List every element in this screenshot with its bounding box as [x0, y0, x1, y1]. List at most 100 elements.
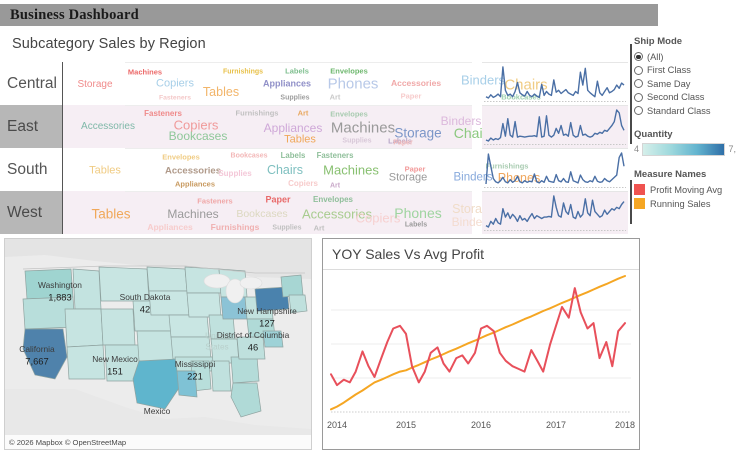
wordcloud-word[interactable]: Storage [388, 171, 428, 184]
dashboard-title-bar: Business Dashboard [0, 4, 658, 26]
radio-icon[interactable] [634, 79, 643, 89]
wordcloud-word[interactable]: Phones [394, 205, 442, 221]
wordcloud-word[interactable]: Storage [394, 125, 442, 141]
wordcloud-word[interactable]: Tables [202, 84, 240, 99]
wordcloud-word[interactable]: Tables [91, 206, 131, 222]
wordcloud-word[interactable]: Furnishings [235, 108, 279, 118]
measure-name-item[interactable]: Running Sales [634, 197, 736, 211]
radio-icon[interactable] [634, 106, 643, 116]
wordcloud-word[interactable]: Storage [77, 79, 113, 90]
wordcloud-word[interactable]: Envelopes [162, 152, 200, 162]
wordcloud-word[interactable]: Appliances [147, 221, 193, 232]
wordcloud-word[interactable]: Paper [265, 194, 291, 205]
measure-name-label: Running Sales [650, 198, 711, 209]
ship-mode-option-first-class[interactable]: First Class [634, 64, 736, 78]
ship-mode-option-all[interactable]: (All) [634, 50, 736, 64]
radio-icon[interactable] [634, 92, 643, 102]
state-sales-map[interactable]: United States Washington 1,883 South Dakota 4… [4, 238, 312, 450]
wordcloud-word[interactable]: Supplies [342, 137, 372, 145]
ship-mode-option-standard-class[interactable]: Standard Class [634, 104, 736, 118]
wordcloud-word[interactable]: Paper [404, 164, 426, 174]
wordcloud-word[interactable]: Machines [167, 207, 219, 221]
wordcloud-word[interactable]: Art [329, 92, 341, 102]
wordcloud-word[interactable]: Copiers [173, 117, 219, 133]
wordcloud-word[interactable]: Bookcases [236, 207, 288, 220]
yoy-chart-plot[interactable] [323, 270, 639, 418]
wordcloud-word[interactable]: Art [313, 223, 325, 233]
wordcloud-word[interactable]: Envelopes [330, 109, 368, 119]
wordcloud-word[interactable]: Appliances [263, 121, 323, 135]
wordcloud-word[interactable]: Binders [453, 171, 493, 184]
wordcloud-word[interactable]: Fasteners [144, 109, 182, 118]
wordcloud-word[interactable]: Envelopes [312, 195, 354, 204]
region-label-west[interactable]: West [0, 191, 62, 234]
wordcloud-word[interactable]: Furnishings [485, 161, 529, 171]
wordcloud-row[interactable]: South Envelopes Bookcases Labels Fasteners Ta… [0, 148, 540, 191]
wordcloud-word[interactable]: Paper [393, 139, 413, 147]
wordcloud-word[interactable]: Bookcases [230, 152, 268, 160]
wordcloud-row[interactable]: West Fasteners Paper Envelopes Tables Machine… [0, 191, 541, 234]
wordcloud-row[interactable]: East Fasteners Furnishings Art Envelopes Acce… [0, 105, 544, 148]
wordcloud-word[interactable]: Art [297, 108, 309, 118]
wordcloud-word[interactable]: Labels [388, 136, 412, 146]
wordcloud-word[interactable]: Chairs [266, 162, 304, 177]
wordcloud-word[interactable]: Accessories [301, 206, 373, 222]
legend-divider-bottom [630, 180, 632, 224]
region-label-south[interactable]: South [7, 160, 48, 178]
wordcloud-word[interactable]: Envelopes [330, 66, 368, 76]
wordcloud-word[interactable]: Furnishings [210, 221, 260, 232]
wordcloud-word[interactable]: Machines [323, 162, 379, 178]
wordcloud-word[interactable]: Tables [89, 164, 121, 177]
measure-names-list[interactable]: Profit Moving Avg Running Sales [634, 183, 736, 211]
wordcloud-word[interactable]: Accessories [165, 165, 221, 177]
wordcloud-word[interactable]: Labels [280, 151, 306, 161]
wordcloud-word[interactable]: Paper [400, 91, 422, 101]
wordcloud-word[interactable]: Supplies [272, 224, 302, 232]
wordcloud-word[interactable]: Labels [404, 221, 428, 229]
color-swatch [634, 184, 645, 195]
wordcloud-cell[interactable]: Machines Furnishings Labels Envelopes Storag… [62, 62, 548, 105]
wordcloud-word[interactable]: Appliances [174, 179, 216, 189]
subcategory-sales-wordcloud[interactable]: Central Machines Furnishings Labels Envelope… [0, 62, 548, 234]
wordcloud-word[interactable]: Fasteners [158, 94, 192, 102]
wordcloud-cell[interactable]: Fasteners Paper Envelopes Tables Machines Boo… [62, 191, 541, 234]
wordcloud-word[interactable]: Supplies [280, 94, 310, 102]
sparkline-west[interactable] [482, 191, 628, 234]
wordcloud-word[interactable]: Supplies [218, 169, 252, 178]
sparkline-central[interactable] [482, 62, 628, 105]
wordcloud-word[interactable]: Bookcases [501, 92, 541, 102]
sparkline-panel[interactable] [482, 62, 628, 234]
wordcloud-word[interactable]: Fasteners [316, 151, 354, 161]
wordcloud-word[interactable]: Phones [327, 75, 379, 93]
sparkline-south[interactable] [482, 148, 628, 191]
wordcloud-row[interactable]: Central Machines Furnishings Labels Envelope… [0, 62, 548, 105]
ship-mode-radio-group[interactable]: (All) First Class Same Day Second Class Stan… [634, 50, 736, 118]
wordcloud-word[interactable]: Tables [284, 133, 316, 146]
yoy-chart-x-axis: 2014 2015 2016 2017 2018 [323, 418, 639, 448]
ship-mode-option-second-class[interactable]: Second Class [634, 91, 736, 105]
region-label-east[interactable]: East [0, 105, 62, 148]
wordcloud-word[interactable]: Copiers [156, 77, 194, 90]
wordcloud-word[interactable]: Labels [285, 66, 309, 76]
wordcloud-word[interactable]: Accessories [390, 77, 442, 88]
wordcloud-word[interactable]: Art [329, 182, 341, 190]
radio-icon[interactable] [634, 52, 643, 62]
region-label-central[interactable]: Central [7, 74, 57, 92]
wordcloud-cell[interactable]: Fasteners Furnishings Art Envelopes Accessor… [62, 105, 544, 148]
wordcloud-word[interactable]: Furnishings [222, 68, 264, 76]
radio-icon[interactable] [634, 65, 643, 75]
wordcloud-word[interactable]: Machines [127, 67, 163, 77]
wordcloud-word[interactable]: Copiers [288, 179, 318, 188]
wordcloud-word[interactable]: Appliances [262, 78, 312, 89]
wordcloud-word[interactable]: Machines [330, 119, 396, 137]
wordcloud-cell[interactable]: Envelopes Bookcases Labels Fasteners Tables A… [62, 148, 540, 191]
wordcloud-word[interactable]: Copiers [355, 210, 401, 226]
wordcloud-word[interactable]: Fasteners [197, 196, 233, 206]
measure-name-item[interactable]: Profit Moving Avg [634, 183, 736, 197]
wordcloud-word[interactable]: Binders [440, 114, 482, 128]
wordcloud-word[interactable]: Accessories [81, 121, 135, 132]
ship-mode-option-same-day[interactable]: Same Day [634, 77, 736, 91]
wordcloud-word[interactable]: Bookcases [168, 129, 228, 143]
wordcloud-word[interactable]: Binders [460, 72, 506, 88]
sparkline-east[interactable] [482, 105, 628, 148]
